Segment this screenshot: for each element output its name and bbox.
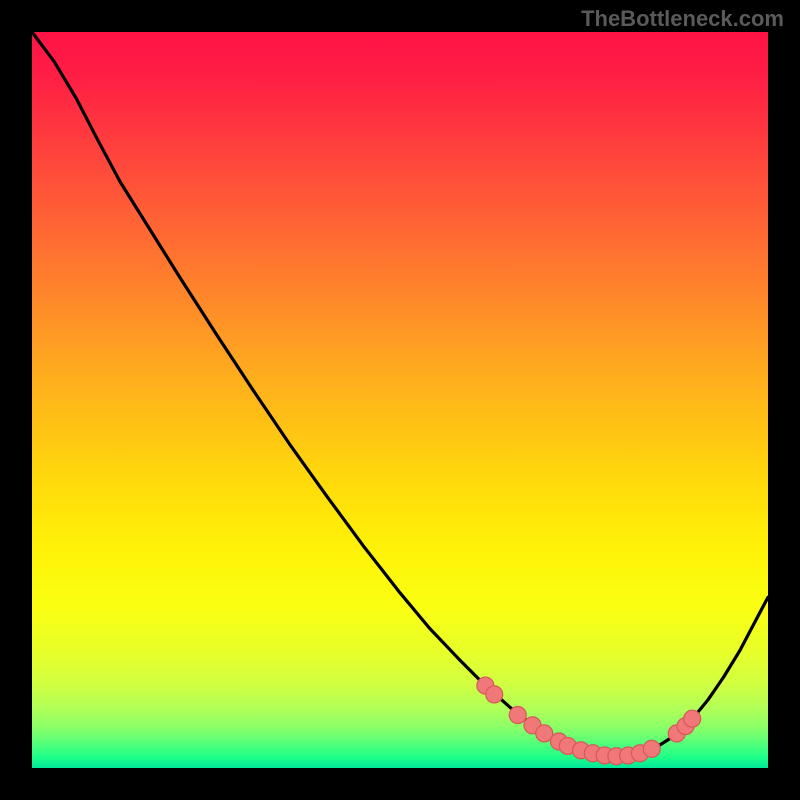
data-marker xyxy=(486,686,503,703)
bottleneck-curve xyxy=(32,32,768,756)
data-marker xyxy=(684,710,701,727)
watermark-text: TheBottleneck.com xyxy=(581,6,784,32)
chart-svg xyxy=(0,0,800,800)
chart-container: TheBottleneck.com xyxy=(0,0,800,800)
data-marker xyxy=(509,707,526,724)
data-marker xyxy=(643,740,660,757)
